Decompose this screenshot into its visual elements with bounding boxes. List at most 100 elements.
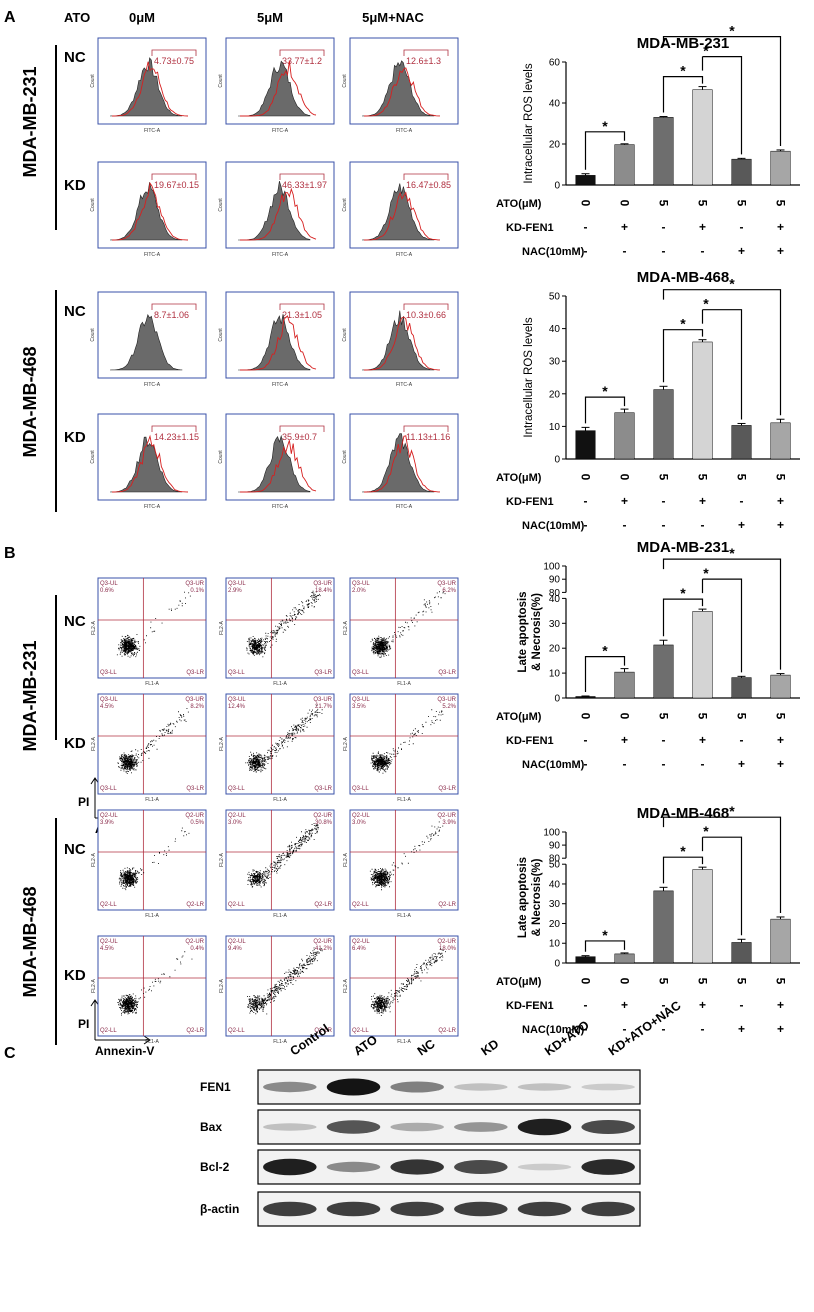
histogram-r0-c0: 4.73±0.75 FITC-A Count [90,37,207,134]
bar-1 [614,144,635,186]
histogram-overlay [112,181,189,241]
histogram-y-label: Count [90,328,96,342]
quad-ul-label: Q3-UL [100,697,118,703]
condition-value: - [740,998,744,1012]
blot-band [581,1083,635,1091]
quad-ur-value: 30.8% [315,820,333,826]
condition-value: - [662,757,666,771]
quad-lr-label: Q3-LR [186,786,204,792]
quad-lr-label: Q2-LR [314,902,332,908]
histogram-x-label: FITC-A [144,252,161,258]
chart-title: MDA-MB-231 [637,539,730,556]
blot-band [390,1122,444,1132]
condition-value: 5 [774,978,788,985]
sig-star: * [703,565,709,581]
histogram-y-label: Count [218,450,224,464]
quad-ll-label: Q3-LL [352,670,369,676]
blot-band [263,1123,317,1131]
scatter-y-label: FL2-A [219,853,225,867]
sig-bracket [662,598,704,637]
blot-band [581,1159,635,1175]
scatter-x-label: FL1-A [397,797,411,803]
scatter-y-label: FL2-A [219,621,225,635]
quad-ul-label: Q3-UL [228,697,246,703]
sig-bracket [662,36,782,146]
bar-4 [731,425,752,460]
y-axis-label-line1: Late apoptosis [517,591,529,672]
bar-4 [731,942,752,964]
sig-star: * [602,927,608,943]
condition-label: ATO(μM) [496,472,542,484]
blot-row-label: Bax [200,1120,222,1134]
quad-ll-label: Q3-LL [352,786,369,792]
condition-value: - [623,1022,627,1036]
bar-5 [770,918,791,964]
bar-0 [575,175,596,186]
condition-value: - [662,733,666,747]
quad-ul-value: 3.0% [352,820,366,826]
bar-2 [653,117,674,186]
histogram-y-label: Count [90,450,96,464]
condition-value: - [584,998,588,1012]
histogram-r0-c1: 33.77±1.2 FITC-A Count [218,37,335,134]
panel-label-c: C [4,1045,16,1062]
blot-band [326,1078,381,1096]
scatter-y-label: FL2-A [343,979,349,993]
scatter-x-label: FL1-A [397,681,411,687]
gate-marker [403,303,449,310]
y-tick-label: 80 [549,588,561,599]
condition-value: + [777,998,784,1012]
y-tick-label: 0 [554,959,560,970]
quad-ul-value: 3.0% [228,820,242,826]
panel-label-a: A [4,9,16,26]
cell-line-b-231: MDA-MB-231 [20,640,40,751]
condition-value: + [621,733,628,747]
bar-1 [614,412,635,460]
quad-ur-label: Q3-UR [313,581,332,587]
histogram-value: 21.3±1.05 [282,310,322,320]
blot-band [390,1081,444,1093]
bar-3 [692,869,713,964]
condition-value: 0 [618,978,632,985]
condition-value: + [738,244,745,258]
sig-bracket [662,289,782,416]
quad-ul-label: Q2-UL [352,813,370,819]
y-tick-label: 90 [549,841,561,852]
sig-bracket [584,656,626,693]
condition-value: - [623,757,627,771]
quad-ll-label: Q2-LL [352,902,369,908]
sig-star: * [680,585,686,601]
blot-band [454,1122,508,1132]
histogram-value: 11.13±1.16 [406,432,450,442]
quad-lr-label: Q2-LR [186,902,204,908]
row-label-a4: KD [64,429,86,446]
condition-value: 5 [657,978,671,985]
quad-ll-label: Q3-LL [228,670,245,676]
cell-line-b-468: MDA-MB-468 [20,886,40,997]
sig-bracket [662,816,782,913]
y-axis-label: Intracellular ROS levels [523,63,535,183]
condition-label: NAC(10mM) [522,1024,585,1036]
quad-ul-label: Q2-UL [352,939,370,945]
gate-marker [151,49,197,56]
y-tick-label: 0 [554,694,560,705]
y-tick-label: 10 [549,422,561,433]
histogram-value: 8.7±1.06 [154,310,189,320]
scatter-r2-c0: Q2-UL3.9% Q2-UR0.5% Q2-LL Q2-LR FL1-A FL2-A [91,809,207,919]
scatter-r0-c2: Q3-UL2.0% Q3-UR6.2% Q3-LL Q3-LR FL1-A FL2-A [343,577,459,687]
y-axis-label-line1: Late apoptosis [517,857,529,938]
quad-ur-value: 8.2% [190,704,204,710]
sig-bracket [702,836,743,936]
condition-value: 5 [774,713,788,720]
histogram-value: 33.77±1.2 [282,56,322,66]
sig-star: * [680,843,686,859]
histogram-y-label: Count [342,450,348,464]
histogram-r1-c1: 46.33±1.97 FITC-A Count [218,161,335,258]
col-header-2: 5μM+NAC [362,10,424,25]
bar-2 [653,890,674,964]
condition-value: 5 [696,200,710,207]
quad-ur-label: Q3-UR [313,697,332,703]
scatter-r3-c0: Q2-UL4.5% Q2-UR0.4% Q2-LL Q2-LR FL1-A FL2-A [91,935,207,1045]
sig-star: * [703,823,709,839]
